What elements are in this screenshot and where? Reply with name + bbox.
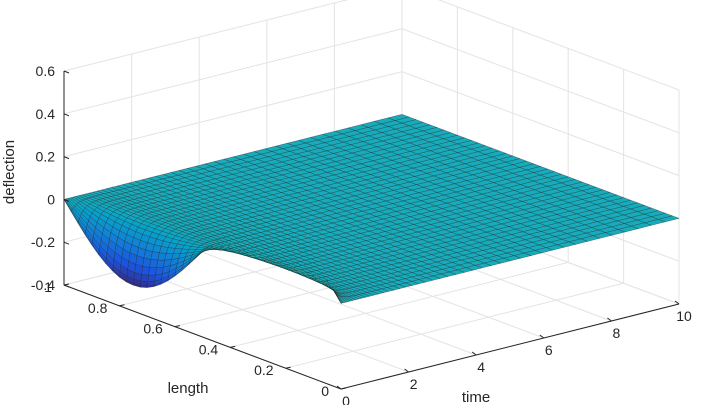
y-axis-label: length — [168, 380, 209, 397]
y-tick-label: 0.4 — [199, 341, 219, 357]
x-tick-label: 10 — [676, 308, 692, 324]
z-tick-label: -0.2 — [31, 234, 55, 250]
x-tick-label: 4 — [477, 359, 485, 375]
surface-cell — [140, 274, 149, 282]
z-tick-label: 0 — [47, 191, 55, 207]
surface-cell — [140, 285, 148, 288]
y-tick-label: 0.6 — [143, 321, 163, 337]
x-tick-mark — [539, 334, 545, 339]
surface-mesh — [63, 114, 680, 304]
z-axis-label: deflection — [1, 140, 18, 204]
z-tick-mark — [63, 70, 70, 74]
surface-cell — [148, 267, 157, 276]
z-grid-line — [63, 0, 680, 91]
y-tick-label: 0.2 — [254, 362, 274, 378]
surface-cell — [141, 266, 150, 276]
y-axis-line — [63, 284, 342, 390]
z-grid-line — [63, 28, 680, 134]
z-tick-label: -0.4 — [31, 277, 55, 293]
x-tick-mark — [471, 351, 477, 356]
y-tick-mark — [119, 304, 125, 307]
y-tick-mark — [174, 325, 180, 328]
x-tick-label: 6 — [545, 342, 553, 358]
y-tick-label: 0.8 — [88, 300, 108, 316]
y-tick-label: 1 — [44, 279, 52, 295]
x-tick-mark — [607, 317, 612, 322]
x-tick-label: 8 — [613, 325, 621, 341]
tick-labels: 0 2 4 6 8 10 0 0.2 0.4 0.6 0.8 1-0.4 -0.2 0 0.2 0.4 0.6 — [31, 63, 692, 405]
y-tick-mark — [340, 387, 347, 390]
y-tick-mark — [230, 345, 236, 348]
x-tick-mark — [336, 385, 342, 390]
y-grid-line — [230, 48, 569, 348]
z-tick-label: 0.2 — [36, 149, 56, 165]
y-tick-mark — [285, 366, 291, 369]
x-axis-label: time — [462, 389, 490, 405]
z-tick-label: 0.4 — [36, 106, 56, 122]
x-tick-mark — [404, 368, 409, 373]
surface-cell — [147, 274, 156, 282]
x-tick-mark — [674, 300, 680, 305]
z-tick-mark — [63, 156, 70, 160]
x-axis-line — [340, 303, 680, 390]
z-tick-mark — [63, 241, 70, 245]
x-tick-label: 0 — [342, 393, 350, 405]
z-tick-mark — [63, 284, 70, 288]
z-tick-mark — [63, 198, 70, 202]
surface-cell — [140, 281, 148, 287]
y-grid-line — [285, 69, 625, 369]
axes — [63, 70, 680, 390]
z-tick-label: 0.6 — [36, 63, 56, 79]
z-tick-mark — [63, 113, 70, 117]
y-tick-label: 0 — [321, 383, 329, 399]
x-tick-label: 2 — [410, 376, 418, 392]
